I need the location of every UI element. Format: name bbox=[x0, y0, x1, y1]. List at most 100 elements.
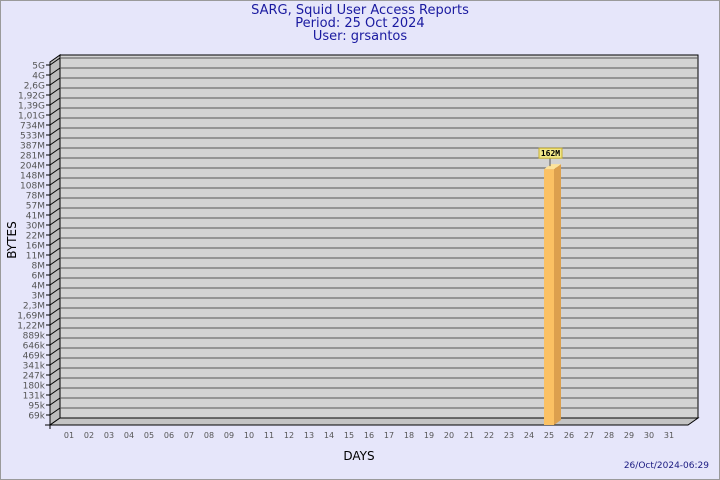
x-tick-label: 23 bbox=[504, 431, 514, 440]
x-tick-label: 26 bbox=[564, 431, 574, 440]
y-tick-depth bbox=[49, 147, 61, 156]
y-tick-depth bbox=[49, 167, 61, 176]
x-tick-label: 29 bbox=[624, 431, 634, 440]
y-tick-depth bbox=[49, 227, 61, 236]
bar-top bbox=[544, 164, 561, 170]
y-tick-label: 57M bbox=[26, 202, 45, 212]
floor bbox=[48, 417, 700, 426]
x-tick-label: 31 bbox=[664, 431, 674, 440]
y-tick-label: 1,01G bbox=[18, 112, 45, 122]
x-tick-label: 15 bbox=[344, 431, 354, 440]
y-tick-label: 281M bbox=[20, 152, 45, 162]
y-tick-label: 108M bbox=[20, 182, 45, 192]
y-tick-label: 4M bbox=[32, 282, 46, 292]
y-tick-label: 1,22M bbox=[17, 322, 45, 332]
y-tick-depth bbox=[49, 287, 61, 296]
y-tick-label: 11M bbox=[26, 252, 45, 262]
y-tick-depth bbox=[49, 67, 61, 76]
y-tick-depth bbox=[49, 257, 61, 266]
y-tick-label: 4G bbox=[32, 72, 45, 82]
timestamp: 26/Oct/2024-06:29 bbox=[623, 461, 709, 471]
y-tick-label: 1,39G bbox=[18, 102, 45, 112]
y-tick-depth bbox=[49, 177, 61, 186]
y-tick-label: 204M bbox=[20, 162, 45, 172]
y-tick-label: 341k bbox=[23, 362, 46, 372]
bar-side bbox=[554, 164, 561, 426]
x-tick-label: 22 bbox=[484, 431, 494, 440]
y-tick-depth bbox=[49, 187, 61, 196]
x-tick-label: 11 bbox=[264, 431, 274, 440]
y-tick-depth bbox=[49, 337, 61, 346]
y-tick-label: 16M bbox=[26, 242, 45, 252]
y-tick-depth bbox=[49, 137, 61, 146]
y-tick-depth bbox=[49, 217, 61, 226]
y-tick-depth bbox=[49, 197, 61, 206]
y-tick-label: 95k bbox=[28, 402, 45, 412]
y-tick-depth bbox=[49, 157, 61, 166]
chart-user: User: grsantos bbox=[312, 29, 408, 44]
x-tick-label: 20 bbox=[444, 431, 454, 440]
y-tick-label: 69k bbox=[28, 412, 45, 422]
y-tick-depth bbox=[49, 77, 61, 86]
y-axis-label: BYTES bbox=[5, 221, 19, 258]
y-tick-depth bbox=[49, 407, 61, 416]
x-tick-label: 06 bbox=[164, 431, 174, 440]
y-tick-label: 41M bbox=[26, 212, 45, 222]
back-wall bbox=[59, 54, 699, 419]
y-tick-depth bbox=[49, 397, 61, 406]
y-tick-depth bbox=[49, 237, 61, 246]
y-tick-depth bbox=[49, 97, 61, 106]
x-tick-label: 28 bbox=[604, 431, 614, 440]
y-tick-label: 2,3M bbox=[23, 302, 45, 312]
chart-title: SARG, Squid User Access Reports bbox=[251, 3, 469, 18]
y-tick-label: 247k bbox=[23, 372, 46, 382]
x-tick-label: 21 bbox=[464, 431, 474, 440]
y-tick-depth bbox=[49, 347, 61, 356]
y-tick-depth bbox=[49, 307, 61, 316]
x-tick-label: 04 bbox=[124, 431, 134, 440]
x-tick-label: 18 bbox=[404, 431, 414, 440]
y-tick-label: 734M bbox=[20, 122, 45, 132]
x-tick-label: 19 bbox=[424, 431, 434, 440]
y-tick-depth bbox=[49, 57, 61, 66]
x-tick-label: 25 bbox=[544, 431, 554, 440]
x-tick-label: 14 bbox=[324, 431, 334, 440]
y-tick-depth bbox=[49, 267, 61, 276]
y-tick-label: 131k bbox=[23, 392, 46, 402]
y-tick-depth bbox=[49, 377, 61, 386]
y-tick-label: 2,6G bbox=[24, 82, 45, 92]
y-tick-depth bbox=[49, 297, 61, 306]
bar-data-label: 162M bbox=[541, 149, 560, 158]
y-tick-depth bbox=[49, 127, 61, 136]
x-tick-label: 08 bbox=[204, 431, 214, 440]
bar-label-box bbox=[538, 147, 563, 159]
y-tick-depth bbox=[49, 117, 61, 126]
y-tick-label: 6M bbox=[32, 272, 46, 282]
x-tick-label: 01 bbox=[64, 431, 74, 440]
y-tick-depth bbox=[49, 357, 61, 366]
y-tick-label: 8M bbox=[32, 262, 46, 272]
x-tick-label: 16 bbox=[364, 431, 374, 440]
y-tick-label: 533M bbox=[20, 132, 45, 142]
y-tick-depth bbox=[49, 207, 61, 216]
y-tick-label: 387M bbox=[20, 142, 45, 152]
x-tick-label: 13 bbox=[304, 431, 314, 440]
x-tick-label: 30 bbox=[644, 431, 654, 440]
x-tick-label: 24 bbox=[524, 431, 534, 440]
x-tick-label: 03 bbox=[104, 431, 114, 440]
y-tick-label: 78M bbox=[26, 192, 45, 202]
y-tick-label: 646k bbox=[23, 342, 46, 352]
y-tick-depth bbox=[49, 247, 61, 256]
x-tick-label: 09 bbox=[224, 431, 234, 440]
y-tick-label: 889k bbox=[23, 332, 46, 342]
x-tick-label: 17 bbox=[384, 431, 394, 440]
y-tick-depth bbox=[49, 327, 61, 336]
y-tick-depth bbox=[49, 277, 61, 286]
y-tick-label: 30M bbox=[26, 222, 45, 232]
y-tick-depth bbox=[49, 367, 61, 376]
chart-period: Period: 25 Oct 2024 bbox=[295, 16, 425, 31]
y-tick-label: 1,69M bbox=[17, 312, 45, 322]
x-axis-label: DAYS bbox=[343, 449, 374, 463]
y-tick-depth bbox=[49, 107, 61, 116]
